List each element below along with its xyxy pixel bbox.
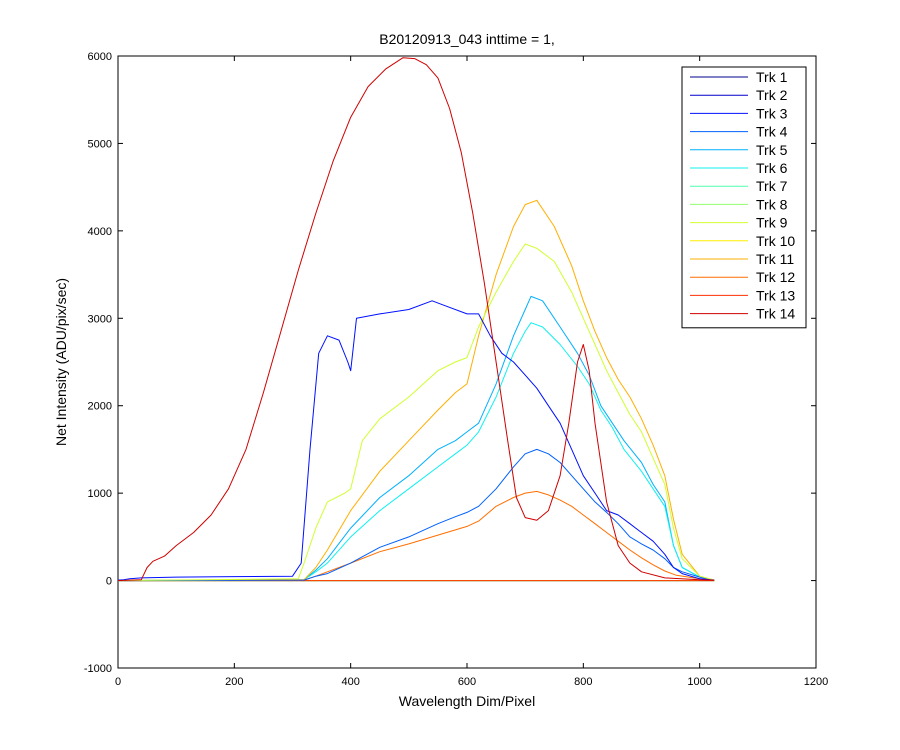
y-tick-label: 6000 (88, 51, 112, 63)
legend-label: Trk 2 (756, 87, 788, 103)
series-line-trk-14 (117, 57, 715, 582)
legend-label: Trk 10 (756, 233, 795, 249)
series-lines (117, 57, 715, 582)
legend-box (681, 66, 807, 329)
series-line-trk-4 (117, 448, 715, 582)
y-tick-label: 4000 (88, 226, 112, 238)
series-line-trk-6 (117, 322, 715, 582)
x-axis-label: Wavelength Dim/Pixel (399, 693, 535, 709)
legend-label: Trk 14 (756, 306, 795, 322)
legend-label: Trk 7 (756, 178, 788, 194)
series-line-trk-3 (117, 300, 715, 581)
y-tick-label: 3000 (88, 313, 112, 325)
series-line-trk-12 (117, 490, 715, 582)
y-axis: -1000 0 1000 2000 3000 4000 5000 6000 (84, 51, 816, 675)
series-line-trk-11 (117, 199, 715, 582)
chart-title: B20120913_043 inttime = 1, (379, 31, 555, 47)
y-tick-label: -1000 (84, 663, 112, 675)
x-tick-label: 400 (341, 676, 359, 688)
legend-label: Trk 11 (756, 251, 794, 267)
legend: Trk 1 Trk 2 Trk 3 Trk 4 Trk 5 Trk 6 Trk 7 Trk 8… (681, 66, 807, 329)
legend-label: Trk 8 (756, 196, 788, 212)
y-tick-label: 5000 (88, 138, 112, 150)
legend-label: Trk 5 (756, 142, 788, 158)
y-tick-label: 0 (106, 576, 112, 588)
x-tick-label: 600 (458, 676, 476, 688)
y-tick-label: 1000 (88, 488, 112, 500)
legend-label: Trk 3 (756, 105, 788, 121)
y-axis-label: Net Intensity (ADU/pix/sec) (53, 278, 69, 446)
x-tick-label: 800 (574, 676, 592, 688)
legend-label: Trk 13 (756, 287, 795, 303)
legend-label: Trk 12 (756, 269, 795, 285)
legend-label: Trk 6 (756, 160, 788, 176)
legend-label: Trk 1 (756, 69, 788, 85)
x-axis: 0 200 400 600 800 1000 1200 (115, 56, 828, 688)
series-line-trk-5 (117, 295, 715, 582)
legend-label: Trk 4 (756, 124, 788, 140)
x-tick-label: 0 (115, 676, 121, 688)
series-line-trk-9 (117, 243, 715, 582)
y-tick-label: 2000 (88, 401, 112, 413)
x-tick-label: 1000 (687, 676, 711, 688)
x-tick-label: 200 (225, 676, 243, 688)
x-tick-label: 1200 (804, 676, 828, 688)
legend-label: Trk 9 (756, 215, 788, 231)
